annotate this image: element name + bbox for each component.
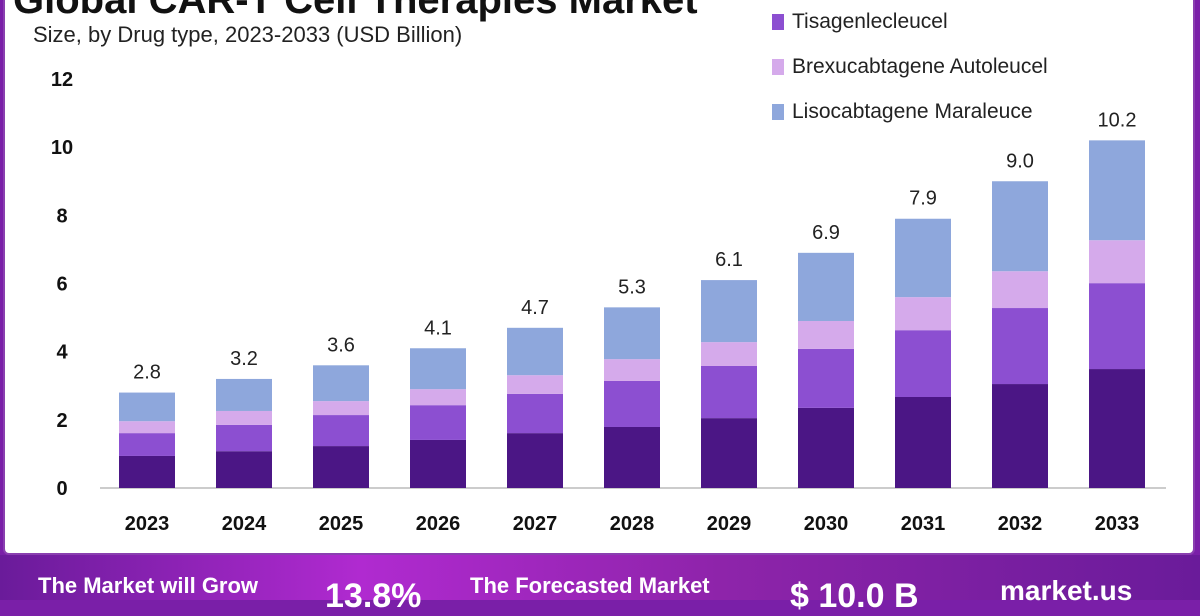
y-tick-label: 8 bbox=[56, 205, 67, 227]
stacked-bar-chart: 0 2 4 6 8 10 12 2.8 2023 3.2 2024 3.6 2025 4.1 2026 4.7… bbox=[51, 69, 1166, 535]
legend-label: Brexucabtagene Autoleucel bbox=[792, 55, 1048, 78]
bar-segment bbox=[992, 271, 1048, 309]
legend-label: Lisocabtagene Maraleuce bbox=[792, 100, 1033, 123]
bar-segment bbox=[119, 455, 175, 488]
x-tick-label: 2030 bbox=[804, 513, 849, 535]
data-label: 4.1 bbox=[424, 317, 452, 339]
bar-segment bbox=[701, 418, 757, 488]
x-tick-label: 2033 bbox=[1095, 513, 1140, 535]
bar-segment bbox=[798, 252, 854, 321]
bar-segment bbox=[701, 280, 757, 343]
bar-segment bbox=[119, 392, 175, 422]
bar-segment bbox=[992, 308, 1048, 385]
x-tick-label: 2028 bbox=[610, 513, 655, 535]
x-tick-label: 2023 bbox=[125, 513, 170, 535]
bar-segment bbox=[119, 421, 175, 434]
bar-segment bbox=[216, 378, 272, 411]
bar-segment bbox=[1089, 283, 1145, 370]
data-label: 9.0 bbox=[1006, 150, 1034, 172]
bar-segment bbox=[119, 433, 175, 456]
bar-segment bbox=[313, 415, 369, 447]
bar-segment bbox=[604, 426, 660, 488]
legend-swatch bbox=[772, 14, 784, 30]
summary-banner: The Market will Grow 13.8% The Forecaste… bbox=[0, 555, 1200, 615]
legend-item: Brexucabtagene Autoleucel bbox=[772, 55, 1048, 79]
bar-segment bbox=[895, 396, 951, 488]
bar-segment bbox=[895, 330, 951, 397]
bar-segment bbox=[507, 393, 563, 434]
bar-segment bbox=[507, 433, 563, 488]
legend-item: Tisagenlecleucel bbox=[772, 10, 948, 34]
bar-segment bbox=[604, 380, 660, 427]
bar-segment bbox=[507, 327, 563, 376]
bar-segment bbox=[313, 446, 369, 488]
y-tick-label: 6 bbox=[56, 274, 67, 296]
chart-subtitle: Size, by Drug type, 2023-2033 (USD Billi… bbox=[33, 22, 463, 47]
x-tick-label: 2025 bbox=[319, 513, 364, 535]
bar-segment bbox=[216, 424, 272, 452]
y-tick-label: 2 bbox=[56, 410, 67, 432]
bar-segment bbox=[1089, 369, 1145, 488]
bar-segment bbox=[410, 389, 466, 406]
cagr-value: 13.8% bbox=[325, 577, 422, 615]
bar-segment bbox=[410, 405, 466, 440]
bar-segment bbox=[895, 297, 951, 331]
x-tick-label: 2026 bbox=[416, 513, 461, 535]
data-label: 10.2 bbox=[1098, 109, 1137, 131]
chart-title: Global CAR-T Cell Therapies Market bbox=[13, 0, 698, 22]
forecast-value: $ 10.0 B bbox=[790, 577, 919, 615]
x-tick-label: 2027 bbox=[513, 513, 558, 535]
bar-segment bbox=[1089, 240, 1145, 284]
legend-label: Tisagenlecleucel bbox=[792, 10, 948, 33]
bar-segment bbox=[216, 410, 272, 425]
bar-segment bbox=[604, 307, 660, 360]
data-label: 6.9 bbox=[812, 222, 840, 244]
data-label: 3.6 bbox=[327, 334, 355, 356]
bar-segment bbox=[313, 365, 369, 402]
bar-segment bbox=[798, 407, 854, 488]
y-tick-label: 4 bbox=[56, 342, 68, 364]
bar-segment bbox=[313, 401, 369, 416]
forecast-label: The Forecasted Market bbox=[470, 573, 710, 598]
legend-swatch bbox=[772, 59, 784, 75]
x-tick-label: 2031 bbox=[901, 513, 946, 535]
bar-segment bbox=[507, 375, 563, 394]
y-tick-label: 0 bbox=[56, 478, 67, 500]
x-tick-label: 2024 bbox=[222, 513, 267, 535]
bar-segment bbox=[1089, 140, 1145, 241]
brand-logo: market.us bbox=[1000, 575, 1133, 606]
y-tick-label: 10 bbox=[51, 137, 73, 159]
data-label: 5.3 bbox=[618, 276, 646, 298]
x-tick-label: 2029 bbox=[707, 513, 752, 535]
bar-segment bbox=[992, 181, 1048, 272]
grow-label: The Market will Grow bbox=[38, 573, 259, 598]
bar-segment bbox=[701, 342, 757, 366]
bar-segment bbox=[895, 218, 951, 298]
x-tick-label: 2032 bbox=[998, 513, 1043, 535]
bar-segment bbox=[216, 451, 272, 488]
bar-segment bbox=[992, 384, 1048, 488]
data-label: 7.9 bbox=[909, 188, 937, 210]
legend-item: Lisocabtagene Maraleuce bbox=[772, 100, 1033, 124]
bar-segment bbox=[410, 439, 466, 488]
data-label: 6.1 bbox=[715, 249, 743, 271]
bar-segment bbox=[798, 320, 854, 349]
data-label: 4.7 bbox=[521, 297, 549, 319]
bar-segment bbox=[701, 365, 757, 419]
y-tick-label: 12 bbox=[51, 69, 73, 91]
data-label: 2.8 bbox=[133, 362, 161, 384]
data-label: 3.2 bbox=[230, 348, 258, 370]
bar-segment bbox=[604, 359, 660, 381]
bar-segment bbox=[798, 348, 854, 408]
bar-segment bbox=[410, 348, 466, 390]
legend-swatch bbox=[772, 104, 784, 120]
